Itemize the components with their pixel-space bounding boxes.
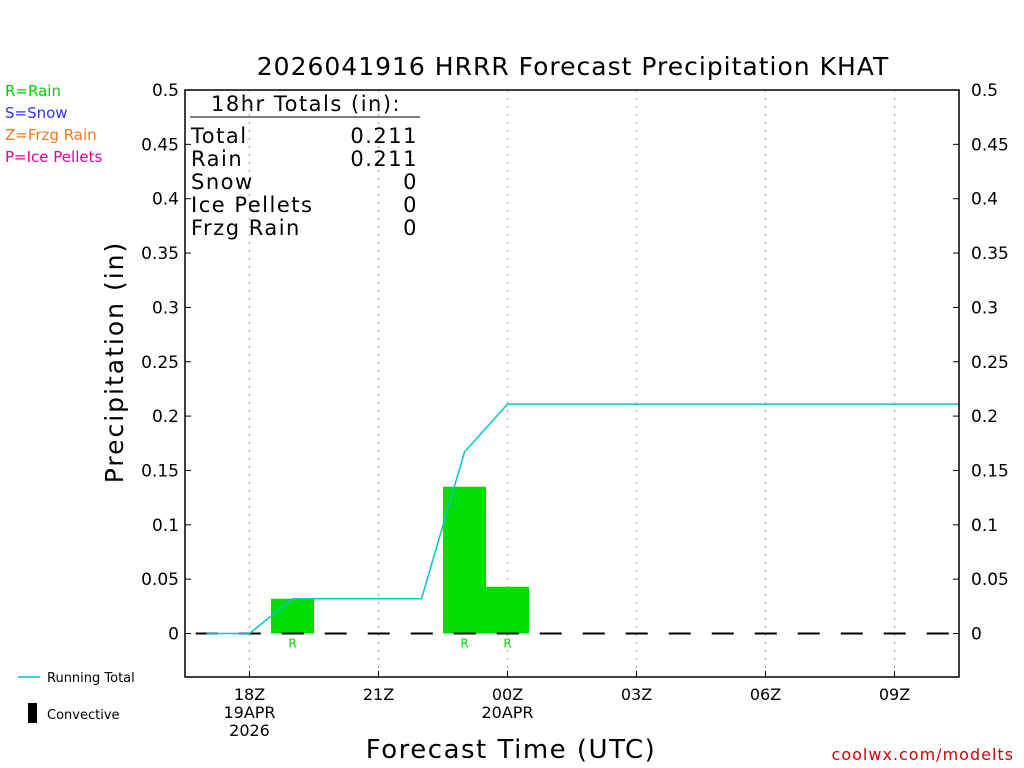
totals-label-1: Rain: [191, 147, 243, 171]
totals-label-3: Ice Pellets: [191, 193, 313, 217]
running-total-label: Running Total: [47, 671, 135, 686]
key-rain: R=Rain: [5, 82, 61, 100]
y-axis-left: 0 0.05 0.1 0.15 0.2 0.25 0.3 0.35 0.4 0.45 0.5: [141, 81, 191, 645]
y-tick-label-left-6: 0.3: [152, 298, 179, 318]
y-tick-label-right-3: 0.15: [971, 461, 1009, 481]
convective-label: Convective: [47, 708, 120, 723]
totals-value-0: 0.211: [350, 124, 418, 148]
totals-box: 18hr Totals (in): Total 0.211 Rain 0.211 Sno…: [190, 92, 420, 240]
bar-type-label-0: R: [288, 637, 296, 651]
credit-link[interactable]: coolwx.com/modelts: [831, 745, 1014, 764]
y-tick-label-left-3: 0.15: [141, 461, 179, 481]
x-axis-label: Forecast Time (UTC): [366, 735, 657, 765]
bar-type-label-2: R: [503, 637, 511, 651]
running-total-line: [206, 403, 959, 635]
y-tick-label-left-10: 0.5: [152, 81, 179, 101]
bar-type-label-1: R: [460, 637, 468, 651]
y-tick-label-left-9: 0.45: [141, 135, 179, 155]
series-layer: [206, 403, 959, 635]
y-tick-label-left-0: 0: [168, 625, 179, 645]
totals-label-2: Snow: [191, 170, 254, 194]
x-tick-label-5-0: 09Z: [879, 685, 910, 704]
totals-heading: 18hr Totals (in):: [211, 92, 401, 116]
x-tick-label-0-1: 19APR: [223, 703, 275, 722]
y-tick-label-left-1: 0.05: [141, 570, 179, 590]
y-tick-label-right-10: 0.5: [971, 81, 998, 101]
x-tick-label-3-0: 03Z: [621, 685, 652, 704]
y-tick-label-left-8: 0.4: [152, 190, 179, 210]
y-tick-label-left-4: 0.2: [152, 407, 179, 427]
y-tick-label-left-5: 0.25: [141, 353, 179, 373]
plot-frame: [184, 89, 960, 678]
totals-rows: Total 0.211 Rain 0.211 Snow 0 Ice Pellets 0 Frzg…: [190, 124, 418, 240]
x-tick-label-0-0: 18Z: [234, 685, 265, 704]
precip-bar-0: [271, 598, 314, 634]
chart-title: 2026041916 HRRR Forecast Precipitation K…: [257, 52, 889, 81]
key-snow: S=Snow: [5, 104, 68, 122]
running-total-legend: Running Total: [18, 671, 135, 686]
precip-type-key: R=Rain S=Snow Z=Frzg Rain P=Ice Pellets: [5, 80, 102, 168]
totals-value-4: 0: [403, 216, 418, 240]
y-tick-label-right-1: 0.05: [971, 570, 1009, 590]
precip-bar-2: [486, 586, 529, 634]
totals-value-3: 0: [403, 193, 418, 217]
y-axis-label: Precipitation (in): [100, 241, 129, 484]
y-axis-right: 0 0.05 0.1 0.15 0.2 0.25 0.3 0.35 0.4 0.45 0.5: [953, 81, 1009, 645]
totals-label-4: Frzg Rain: [191, 216, 301, 240]
x-tick-label-0-2: 2026: [229, 721, 270, 740]
y-tick-label-right-5: 0.25: [971, 353, 1009, 373]
x-tick-label-2-0: 00Z: [492, 685, 523, 704]
y-tick-label-right-2: 0.1: [971, 516, 998, 536]
bars-layer: [271, 486, 529, 634]
y-tick-label-right-8: 0.4: [971, 190, 998, 210]
grid-layer: [248, 90, 896, 677]
precip-bar-1: [443, 486, 486, 634]
y-tick-label-left-2: 0.1: [152, 516, 179, 536]
y-tick-label-right-7: 0.35: [971, 244, 1009, 264]
key-frzg-rain: Z=Frzg Rain: [5, 126, 97, 144]
totals-label-0: Total: [190, 124, 248, 148]
y-tick-label-left-7: 0.35: [141, 244, 179, 264]
x-tick-label-4-0: 06Z: [750, 685, 781, 704]
totals-value-1: 0.211: [350, 147, 418, 171]
y-tick-label-right-0: 0: [971, 625, 982, 645]
y-tick-label-right-9: 0.45: [971, 135, 1009, 155]
y-tick-label-right-6: 0.3: [971, 298, 998, 318]
totals-value-2: 0: [403, 170, 418, 194]
convective-legend: Convective: [28, 703, 120, 723]
y-tick-label-right-4: 0.2: [971, 407, 998, 427]
key-ice-pellets: P=Ice Pellets: [5, 148, 103, 166]
convective-swatch: [28, 703, 37, 723]
x-tick-label-1-0: 21Z: [363, 685, 394, 704]
x-tick-label-2-1: 20APR: [481, 703, 533, 722]
